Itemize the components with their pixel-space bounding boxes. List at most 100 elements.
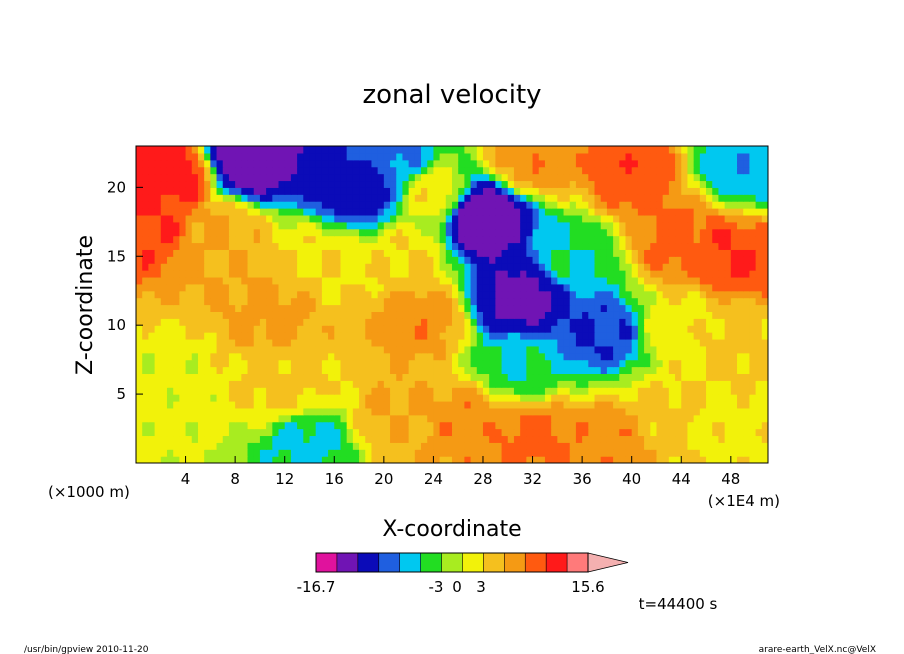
field-cell xyxy=(582,311,589,319)
field-cell xyxy=(315,249,323,257)
field-cell xyxy=(606,276,614,285)
x-tick-label: 16 xyxy=(325,470,344,488)
field-cell xyxy=(470,428,478,437)
field-cell xyxy=(346,228,354,237)
field-cell xyxy=(334,221,342,230)
field-cell xyxy=(433,332,441,340)
field-cell xyxy=(544,449,552,457)
field-cell xyxy=(371,201,379,209)
field-cell xyxy=(253,194,261,202)
field-cell xyxy=(507,311,515,319)
field-cell xyxy=(365,318,373,326)
field-cell xyxy=(396,159,404,168)
field-cell xyxy=(755,414,763,423)
field-cell xyxy=(606,325,614,333)
field-cell xyxy=(656,345,664,354)
field-cell xyxy=(662,180,670,188)
field-cell xyxy=(631,201,639,209)
field-cell xyxy=(520,345,527,354)
field-cell xyxy=(538,338,546,347)
field-cell xyxy=(737,221,744,230)
field-cell xyxy=(241,146,249,154)
field-cell xyxy=(154,166,162,175)
field-cell xyxy=(222,249,230,257)
field-cell xyxy=(365,180,373,188)
field-cell xyxy=(631,283,639,292)
field-cell xyxy=(266,249,273,257)
field-cell xyxy=(532,276,540,285)
field-cell xyxy=(191,201,199,209)
field-cell xyxy=(458,235,465,244)
field-cell xyxy=(681,338,689,347)
field-cell xyxy=(247,394,255,402)
field-cell xyxy=(563,400,571,409)
field-cell xyxy=(241,449,249,457)
field-cell xyxy=(575,208,583,216)
field-cell xyxy=(445,221,453,230)
field-cell xyxy=(495,414,503,423)
field-cell xyxy=(600,242,608,250)
field-cell xyxy=(160,325,168,333)
field-cell xyxy=(439,407,447,416)
field-cell xyxy=(470,297,478,306)
field-cell xyxy=(365,270,373,278)
field-cell xyxy=(706,187,713,195)
field-cell xyxy=(334,345,342,354)
field-cell xyxy=(303,359,311,368)
field-cell xyxy=(662,194,670,202)
field-cell xyxy=(600,256,608,264)
field-cell xyxy=(136,338,143,347)
field-cell xyxy=(247,208,255,216)
field-cell xyxy=(625,152,633,161)
field-cell xyxy=(557,187,565,195)
field-cell xyxy=(606,304,614,312)
field-cell xyxy=(489,366,496,375)
field-cell xyxy=(402,352,410,361)
field-cell xyxy=(730,435,738,443)
field-cell xyxy=(321,407,329,416)
field-cell xyxy=(414,187,422,195)
field-cell xyxy=(402,194,410,202)
field-cell xyxy=(315,442,323,450)
field-cell xyxy=(439,304,447,312)
field-cell xyxy=(520,263,527,271)
field-cell xyxy=(712,256,720,264)
field-cell xyxy=(352,366,360,375)
field-cell xyxy=(228,242,236,250)
field-cell xyxy=(247,359,255,368)
field-cell xyxy=(390,194,397,202)
field-cell xyxy=(427,311,435,319)
field-cell xyxy=(619,394,627,402)
field-cell xyxy=(675,249,682,257)
field-cell xyxy=(582,221,589,230)
field-cell xyxy=(166,256,174,264)
field-cell xyxy=(662,318,670,326)
field-cell xyxy=(303,380,311,388)
field-cell xyxy=(136,407,143,416)
field-cell xyxy=(569,159,577,168)
field-cell xyxy=(613,214,620,223)
field-cell xyxy=(278,152,286,161)
field-cell xyxy=(507,380,515,388)
colorbar-segment xyxy=(357,552,380,573)
field-cell xyxy=(142,290,149,299)
field-cell xyxy=(675,442,682,450)
field-cell xyxy=(173,249,180,257)
field-cell xyxy=(743,366,751,375)
field-cell xyxy=(439,442,447,450)
field-cell xyxy=(204,387,211,395)
field-cell xyxy=(210,442,218,450)
field-cell xyxy=(241,263,249,271)
field-cell xyxy=(482,180,490,188)
field-cell xyxy=(544,256,552,264)
field-cell xyxy=(464,442,472,450)
field-cell xyxy=(482,345,490,354)
field-cell xyxy=(266,208,273,216)
field-cell xyxy=(228,180,236,188)
field-cell xyxy=(718,421,726,430)
field-cell xyxy=(613,235,620,244)
field-cell xyxy=(328,338,335,347)
field-cell xyxy=(743,387,751,395)
field-cell xyxy=(662,249,670,257)
field-cell xyxy=(520,407,527,416)
